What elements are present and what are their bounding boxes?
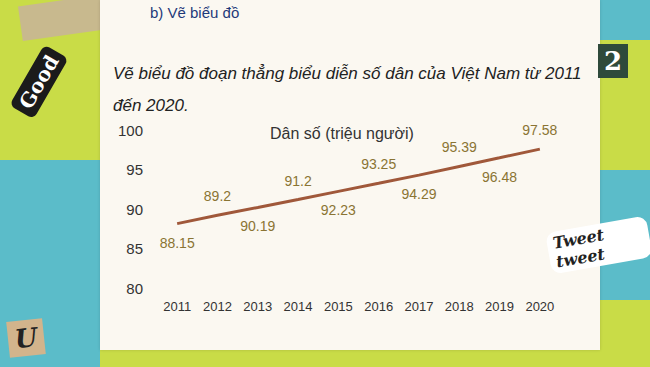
html-text:Tweet tweet: Tweet tweet: [551, 225, 607, 272]
svg-text:88.15: 88.15: [160, 235, 195, 251]
svg-text:97.58: 97.58: [522, 122, 557, 138]
svg-text:96.48: 96.48: [482, 169, 517, 185]
svg-text:100: 100: [118, 122, 143, 139]
html-text:b) Vẽ biểu đồ: b) Vẽ biểu đồ: [150, 4, 240, 21]
svg-text:94.29: 94.29: [401, 186, 436, 202]
svg-text:2019: 2019: [485, 299, 514, 314]
svg-text:93.25: 93.25: [361, 156, 396, 172]
svg-text:90: 90: [126, 201, 143, 218]
svg-text:2017: 2017: [404, 299, 433, 314]
svg-text:2011: 2011: [163, 299, 191, 314]
html-text:2: 2: [604, 46, 622, 76]
svg-text:89.2: 89.2: [204, 188, 231, 204]
html-text:Good: Good: [14, 51, 64, 113]
svg-text:95: 95: [126, 161, 143, 178]
svg-text:2014: 2014: [284, 299, 313, 314]
html-text:Vẽ biểu đồ đoạn thẳng biểu diễ: Vẽ biểu đồ đoạn thẳng biểu diễn số dân c…: [113, 64, 582, 115]
svg-text:2015: 2015: [324, 299, 353, 314]
svg-text:92.23: 92.23: [321, 202, 356, 218]
svg-text:2016: 2016: [364, 299, 393, 314]
svg-text:Dân số (triệu người): Dân số (triệu người): [270, 125, 414, 142]
svg-text:95.39: 95.39: [442, 139, 477, 155]
svg-text:91.2: 91.2: [284, 173, 311, 189]
svg-text:2013: 2013: [243, 299, 272, 314]
svg-text:2018: 2018: [445, 299, 474, 314]
html-text:U: U: [13, 321, 39, 355]
svg-text:90.19: 90.19: [240, 218, 275, 234]
svg-text:2012: 2012: [203, 299, 232, 314]
svg-text:85: 85: [126, 240, 143, 257]
svg-text:80: 80: [126, 280, 143, 297]
svg-text:2020: 2020: [525, 299, 554, 314]
